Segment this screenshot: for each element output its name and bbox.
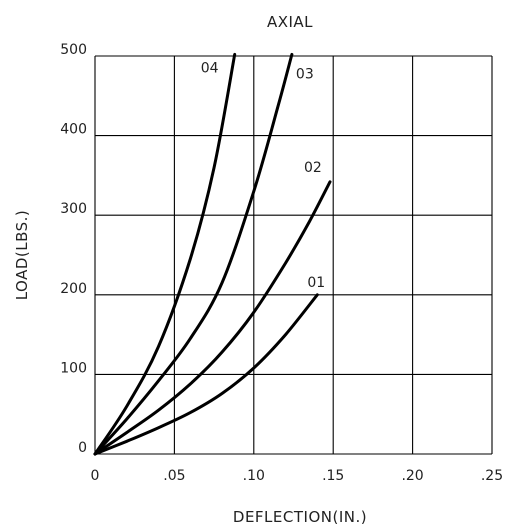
series-line-01 bbox=[93, 293, 319, 456]
series-label-04: 04 bbox=[201, 60, 219, 76]
y-axis-title: LOAD(LBS.) bbox=[13, 210, 31, 301]
x-tick-label-2: .10 bbox=[243, 468, 265, 484]
series-line-04 bbox=[93, 52, 237, 456]
x-tick-label-0: 0 bbox=[91, 468, 100, 484]
series-line-02 bbox=[93, 180, 332, 456]
series-labels: 01 02 03 04 bbox=[201, 60, 325, 290]
y-tick-label-5: 500 bbox=[60, 42, 87, 58]
y-tick-label-2: 200 bbox=[60, 281, 87, 297]
x-tick-label-3: .15 bbox=[322, 468, 344, 484]
y-tick-label-3: 300 bbox=[60, 201, 87, 217]
series-label-02: 02 bbox=[304, 160, 322, 176]
grid bbox=[94, 55, 493, 455]
axis-ticks: 0 .05 .10 .15 .20 .25 0 100 200 300 400 500 bbox=[60, 42, 503, 484]
series-line-03 bbox=[93, 52, 294, 456]
x-axis-title: DEFLECTION(IN.) bbox=[233, 508, 367, 526]
y-tick-label-4: 400 bbox=[60, 122, 87, 138]
x-tick-label-5: .25 bbox=[481, 468, 503, 484]
y-tick-label-1: 100 bbox=[60, 360, 87, 376]
y-tick-label-0: 0 bbox=[78, 440, 87, 456]
series-label-01: 01 bbox=[307, 275, 325, 291]
x-tick-label-4: .20 bbox=[401, 468, 423, 484]
x-tick-label-1: .05 bbox=[163, 468, 185, 484]
series-label-03: 03 bbox=[296, 66, 314, 82]
series-curves bbox=[93, 52, 332, 456]
chart-title: AXIAL bbox=[267, 13, 313, 31]
